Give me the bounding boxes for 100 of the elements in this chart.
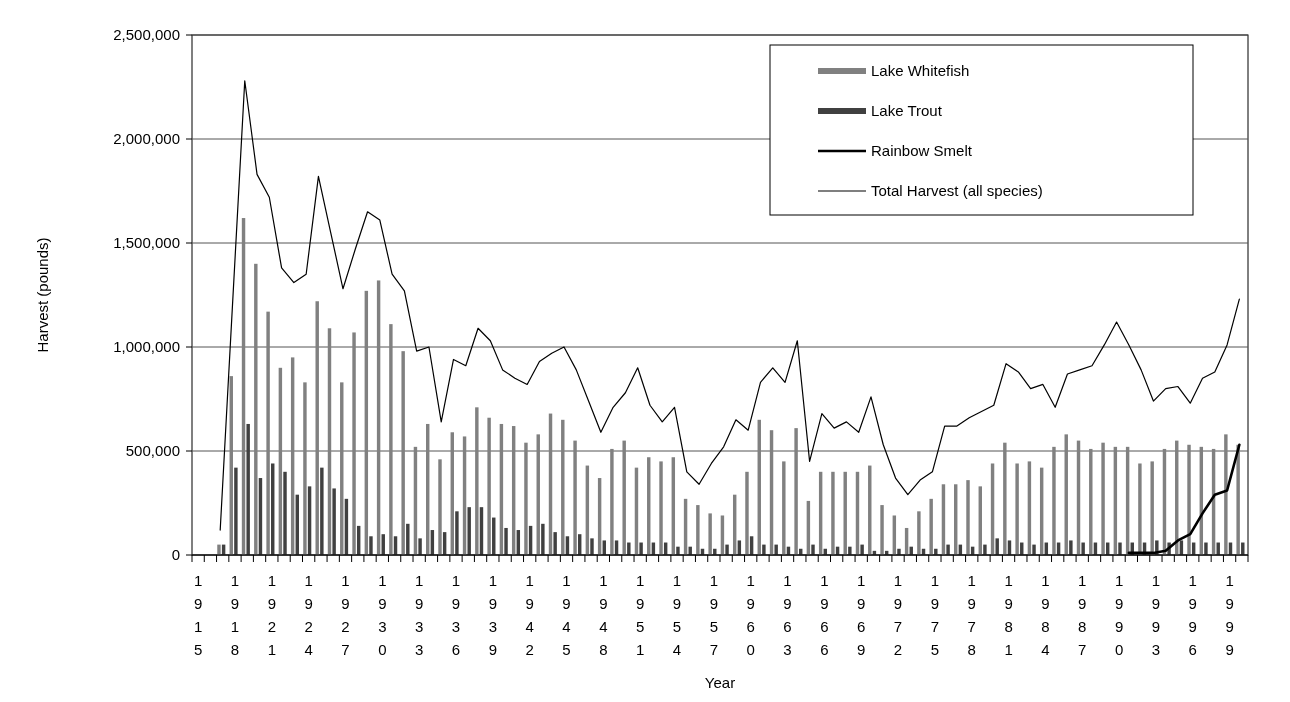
bar — [246, 423, 250, 555]
bar — [1187, 444, 1191, 555]
legend-label: Rainbow Smelt — [871, 142, 973, 160]
bar — [590, 538, 594, 555]
bar — [389, 324, 393, 555]
bar — [1089, 448, 1093, 555]
bar — [475, 407, 479, 555]
bar — [266, 311, 270, 555]
x-tick-label: 1999 — [1225, 572, 1234, 658]
bar — [553, 532, 557, 555]
bar — [897, 548, 901, 555]
bar — [860, 544, 864, 555]
bar — [1150, 461, 1154, 555]
x-tick-label: 1984 — [1041, 572, 1050, 658]
bar — [1236, 444, 1240, 555]
bar — [639, 542, 643, 555]
bar — [774, 544, 778, 555]
bar — [880, 505, 884, 555]
bar — [455, 511, 459, 555]
x-tick-label: 1996 — [1188, 572, 1197, 658]
bar — [1138, 463, 1142, 555]
x-tick-label: 1924 — [304, 572, 313, 658]
x-tick-label: 1954 — [672, 572, 682, 658]
bar — [303, 382, 307, 555]
bar — [418, 538, 422, 555]
bar — [966, 480, 970, 555]
x-tick-label: 1969 — [857, 572, 866, 658]
bar — [467, 507, 471, 555]
bar — [1052, 446, 1056, 555]
bar — [320, 467, 324, 555]
x-tick-label: 1990 — [1114, 572, 1124, 658]
bar — [561, 419, 565, 555]
bar — [762, 544, 766, 555]
bar — [541, 523, 545, 555]
x-tick-label: 1939 — [488, 572, 498, 658]
y-tick-label: 2,500,000 — [113, 26, 180, 44]
bar — [283, 471, 287, 555]
x-tick-label: 1975 — [930, 572, 940, 658]
bar — [782, 461, 786, 555]
line-series — [219, 80, 1240, 531]
y-tick-label: 1,000,000 — [113, 338, 180, 356]
x-tick-label: 1942 — [525, 572, 534, 658]
x-tick-label: 1951 — [636, 572, 645, 658]
bar — [1204, 542, 1208, 555]
bar — [995, 538, 999, 555]
bar — [696, 505, 700, 555]
bar — [725, 544, 729, 555]
bar — [401, 351, 405, 555]
bar — [811, 544, 815, 555]
bar — [1101, 442, 1105, 555]
bar — [622, 440, 626, 555]
x-tick-label: 1930 — [378, 572, 387, 658]
x-tick-label: 1918 — [230, 572, 240, 658]
bar — [369, 536, 373, 555]
y-tick-label: 0 — [171, 546, 180, 564]
bar — [934, 548, 938, 555]
bar — [929, 498, 933, 555]
bar — [627, 542, 631, 555]
x-tick-label: 1978 — [967, 572, 976, 658]
x-tick-label: 1966 — [820, 572, 829, 658]
bar — [983, 544, 987, 555]
legend-label: Lake Whitefish — [871, 62, 970, 80]
bar — [1032, 544, 1036, 555]
x-tick-label: 1945 — [562, 572, 571, 658]
bar — [332, 488, 336, 555]
bar — [524, 442, 528, 555]
bar — [1015, 463, 1019, 555]
bar — [917, 511, 921, 555]
bar — [848, 546, 852, 555]
y-tick-label: 2,000,000 — [113, 130, 180, 148]
x-tick-label: 1960 — [746, 572, 755, 658]
bar — [1003, 442, 1007, 555]
x-tick-label: 1927 — [341, 572, 350, 658]
bar — [487, 417, 491, 555]
bar — [315, 301, 319, 555]
bar — [217, 544, 221, 555]
bar — [254, 263, 258, 555]
x-axis-title: Year — [704, 674, 736, 691]
x-tick-label: 1963 — [783, 572, 792, 658]
bar — [610, 448, 614, 555]
x-tick-label: 1981 — [1004, 572, 1013, 658]
y-tick-label: 500,000 — [125, 442, 180, 460]
x-tick-label: 1933 — [414, 572, 424, 658]
x-tick-label: 1915 — [193, 572, 203, 658]
bar — [352, 332, 356, 555]
y-tick-label: 1,500,000 — [113, 234, 180, 252]
y-axis-title: Harvest (pounds) — [34, 237, 51, 353]
bar — [659, 461, 663, 555]
bar — [1224, 434, 1228, 555]
bar — [438, 459, 442, 555]
legend-label: Lake Trout — [871, 102, 943, 120]
x-tick-label: 1987 — [1078, 572, 1087, 658]
bar — [843, 471, 847, 555]
bar — [1081, 542, 1085, 555]
bar — [504, 527, 508, 555]
bar — [573, 440, 577, 555]
bar — [946, 544, 950, 555]
x-tick-label: 1972 — [893, 572, 903, 658]
bar — [234, 467, 238, 555]
bar — [1118, 542, 1122, 555]
